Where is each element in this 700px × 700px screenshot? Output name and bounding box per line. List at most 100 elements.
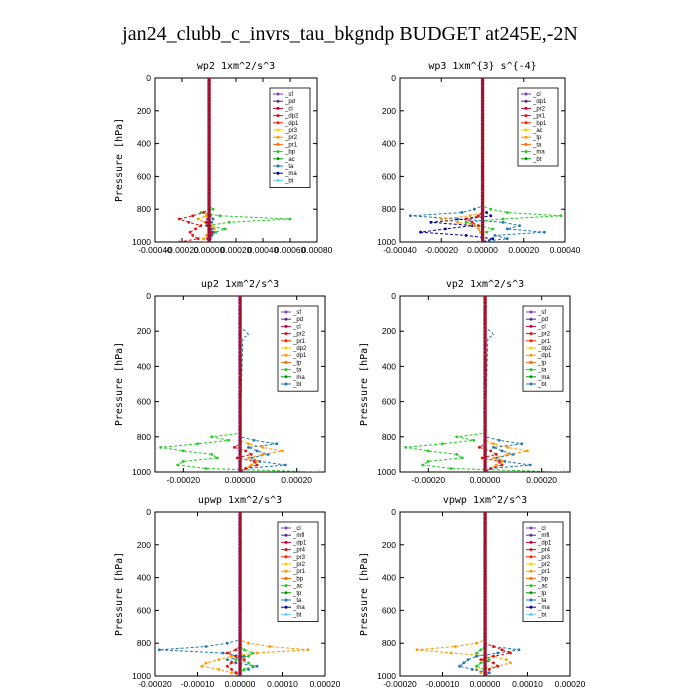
center-line-marker [483, 589, 487, 593]
legend-marker [524, 135, 528, 139]
series-point_tp [157, 648, 161, 652]
center-line-marker [483, 648, 487, 652]
y-tick-label: 400 [137, 573, 151, 583]
legend-label: _pr1 [292, 569, 306, 575]
series-point_dp1 [492, 645, 495, 648]
series-point_pr1 [506, 446, 510, 449]
center-line-marker [483, 625, 487, 629]
series-point_tp [252, 438, 256, 442]
center-line-marker [483, 579, 487, 583]
x-tick-label: -0.00010 [181, 679, 215, 689]
series-point_pr1 [247, 442, 250, 446]
series-point_tp [517, 648, 521, 652]
x-tick-label: 0.00020 [508, 245, 539, 255]
legend-label: _pd [284, 99, 295, 105]
center-line-marker [480, 148, 485, 152]
center-line-marker [238, 674, 242, 676]
center-line-marker [238, 421, 242, 425]
series-point_dp1 [230, 661, 233, 665]
center-line-marker [483, 449, 487, 453]
series-point_tp [408, 214, 412, 218]
series-point_dp1 [199, 224, 203, 228]
center-line-marker [483, 612, 487, 616]
center-line-marker [483, 658, 487, 662]
series-point_dp1 [225, 664, 229, 668]
y-axis-label: Pressure [hPa] [359, 552, 370, 636]
center-line-marker [207, 187, 211, 192]
center-line-marker [483, 445, 487, 449]
center-line-marker [238, 417, 242, 421]
series-point_tp [470, 668, 474, 671]
panel-6: vpwp 1xm^2/s^3 Pressure [hPa] 0 200 400 600 80… [359, 495, 586, 689]
series-point_tp [493, 234, 497, 237]
series-point_dp2 [494, 453, 498, 456]
y-tick-label: 0 [146, 507, 151, 517]
panel-title: wp2 1xm^2/s^3 [197, 61, 275, 72]
series-point_ac [487, 658, 491, 661]
series-point_dp1 [188, 230, 192, 234]
series-point_tp [460, 211, 464, 214]
series-point_dp1 [194, 227, 197, 231]
series-point_tp [283, 463, 287, 467]
y-tick-label: 800 [137, 432, 151, 442]
center-line-marker [238, 410, 242, 414]
legend-marker [284, 360, 288, 364]
center-line-marker [238, 602, 242, 606]
series-point_dp1 [234, 671, 238, 675]
center-line-marker [483, 336, 487, 340]
center-line-marker [483, 516, 487, 521]
legend-marker [276, 135, 280, 139]
legend-label: _cl [532, 92, 541, 98]
legend-marker [276, 106, 280, 110]
center-line-marker [207, 240, 211, 242]
legend-label: _bt [532, 157, 542, 163]
series-point_pr1 [204, 661, 208, 665]
series-point_tp [477, 240, 480, 242]
center-line-marker [483, 304, 487, 309]
series-point_ac [491, 227, 495, 231]
center-line-marker [483, 343, 487, 347]
y-tick-label: 600 [137, 605, 151, 615]
center-line-marker [480, 178, 485, 182]
center-line-marker [207, 201, 211, 205]
legend-marker [284, 368, 288, 372]
center-line-marker [238, 371, 242, 376]
y-tick-label: 400 [137, 361, 151, 371]
center-line-marker [238, 414, 242, 418]
center-line-marker [238, 396, 242, 400]
series-point_pr1 [218, 214, 222, 218]
panel-1: wp2 1xm^2/s^3 Pressure [hPa] 0 200 400 600 800… [114, 61, 333, 255]
legend-marker [524, 114, 528, 118]
legend-label: _dp2 [537, 346, 552, 352]
y-tick-label: 800 [382, 638, 396, 648]
series-point_pr1 [509, 661, 512, 665]
center-line-marker [207, 105, 211, 110]
series-point_pr1 [247, 456, 250, 460]
y-tick-label: 1000 [377, 237, 396, 247]
legend-label: _pr1 [537, 339, 551, 345]
center-line-marker [483, 605, 487, 609]
series-point_dp1 [191, 214, 195, 218]
center-line-marker [483, 523, 487, 527]
center-line-marker [483, 368, 487, 372]
center-line-marker [238, 664, 242, 668]
legend-label: _sf [292, 310, 301, 316]
center-line-marker [483, 470, 487, 472]
y-tick-label: 1000 [132, 467, 151, 477]
center-line-marker [480, 204, 485, 208]
center-line-marker [238, 566, 242, 570]
series-point_dp2 [489, 467, 493, 470]
x-tick-label: 0.00020 [281, 475, 312, 485]
legend-label: _pr2 [537, 562, 551, 568]
center-line-marker [483, 414, 487, 418]
center-line-marker [207, 125, 211, 129]
center-line-marker [207, 161, 211, 165]
series-point_pr1 [214, 230, 218, 234]
series-point_ta [429, 220, 433, 224]
legend-label: _cl [537, 324, 546, 330]
series-point_pr1 [506, 453, 510, 456]
data-area [159, 296, 321, 472]
series-point_pr2 [204, 214, 208, 218]
x-tick-label: -0.00040 [138, 245, 172, 255]
series-point_dp1 [181, 460, 185, 463]
